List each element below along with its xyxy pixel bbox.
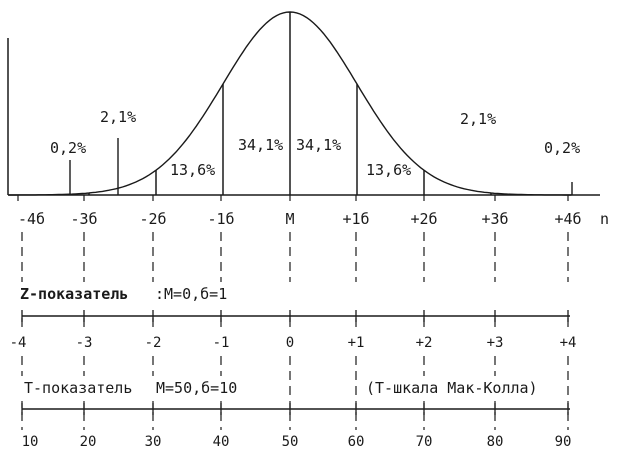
t-value: 90	[555, 434, 572, 450]
sigma-label: -2б	[139, 210, 166, 228]
sigma-label: +4б	[554, 210, 581, 228]
z-value: 0	[286, 335, 294, 351]
z-scale-values: -4 -3 -2 -1 0 +1 +2 +3 +4	[10, 335, 577, 351]
t-value: 40	[213, 434, 230, 450]
sigma-labels: -4б -3б -2б -1б M +1б +2б +3б +4б	[18, 210, 582, 228]
t-value: 30	[145, 434, 162, 450]
band-label-right-3: 2,1%	[460, 110, 496, 128]
band-label-left-3: 2,1%	[100, 108, 136, 126]
z-value: -1	[213, 335, 230, 351]
z-value: +2	[416, 335, 433, 351]
sigma-label: -4б	[18, 210, 45, 228]
band-label-left-tail: 0,2%	[50, 139, 86, 157]
t-value: 70	[416, 434, 433, 450]
z-value: -3	[76, 335, 93, 351]
z-value: +4	[560, 335, 577, 351]
band-label-left-1: 34,1%	[238, 136, 283, 154]
axis-end-label: n	[600, 210, 609, 228]
z-value: -2	[145, 335, 162, 351]
band-label-right-1: 34,1%	[296, 136, 341, 154]
band-label-right-tail: 0,2%	[544, 139, 580, 157]
axis-ticks	[17, 195, 569, 201]
t-scale-ticks	[21, 403, 569, 415]
t-value: 50	[282, 434, 299, 450]
sigma-label: +2б	[410, 210, 437, 228]
z-scale-ticks	[21, 310, 569, 322]
t-scale-values: 10 20 30 40 50 60 70 80 90	[22, 434, 572, 450]
band-label-left-2: 13,6%	[170, 161, 215, 179]
t-scale-name: T-показатель	[24, 379, 132, 397]
t-scale-params: M=50,б=10	[156, 379, 237, 397]
sigma-label: -3б	[70, 210, 97, 228]
sigma-lines	[69, 12, 573, 195]
z-scale-params: :M=0,б=1	[155, 285, 227, 303]
t-scale-label-box	[16, 376, 278, 398]
t-scale-note: (T-шкала Мак-Колла)	[366, 379, 538, 397]
t-value: 20	[80, 434, 97, 450]
t-value: 60	[348, 434, 365, 450]
t-value: 80	[487, 434, 504, 450]
sigma-label: M	[285, 210, 294, 228]
sigma-label: +3б	[481, 210, 508, 228]
sigma-label: -1б	[207, 210, 234, 228]
dashed-guides	[21, 232, 569, 430]
z-value: -4	[10, 335, 27, 351]
z-value: +1	[348, 335, 365, 351]
t-scale-note-box	[362, 376, 558, 398]
z-scale-label-box	[16, 283, 151, 303]
sigma-label: +1б	[342, 210, 369, 228]
z-scale-name: Z-показатель	[20, 285, 128, 303]
z-value: +3	[487, 335, 504, 351]
band-label-right-2: 13,6%	[366, 161, 411, 179]
t-value: 10	[22, 434, 39, 450]
